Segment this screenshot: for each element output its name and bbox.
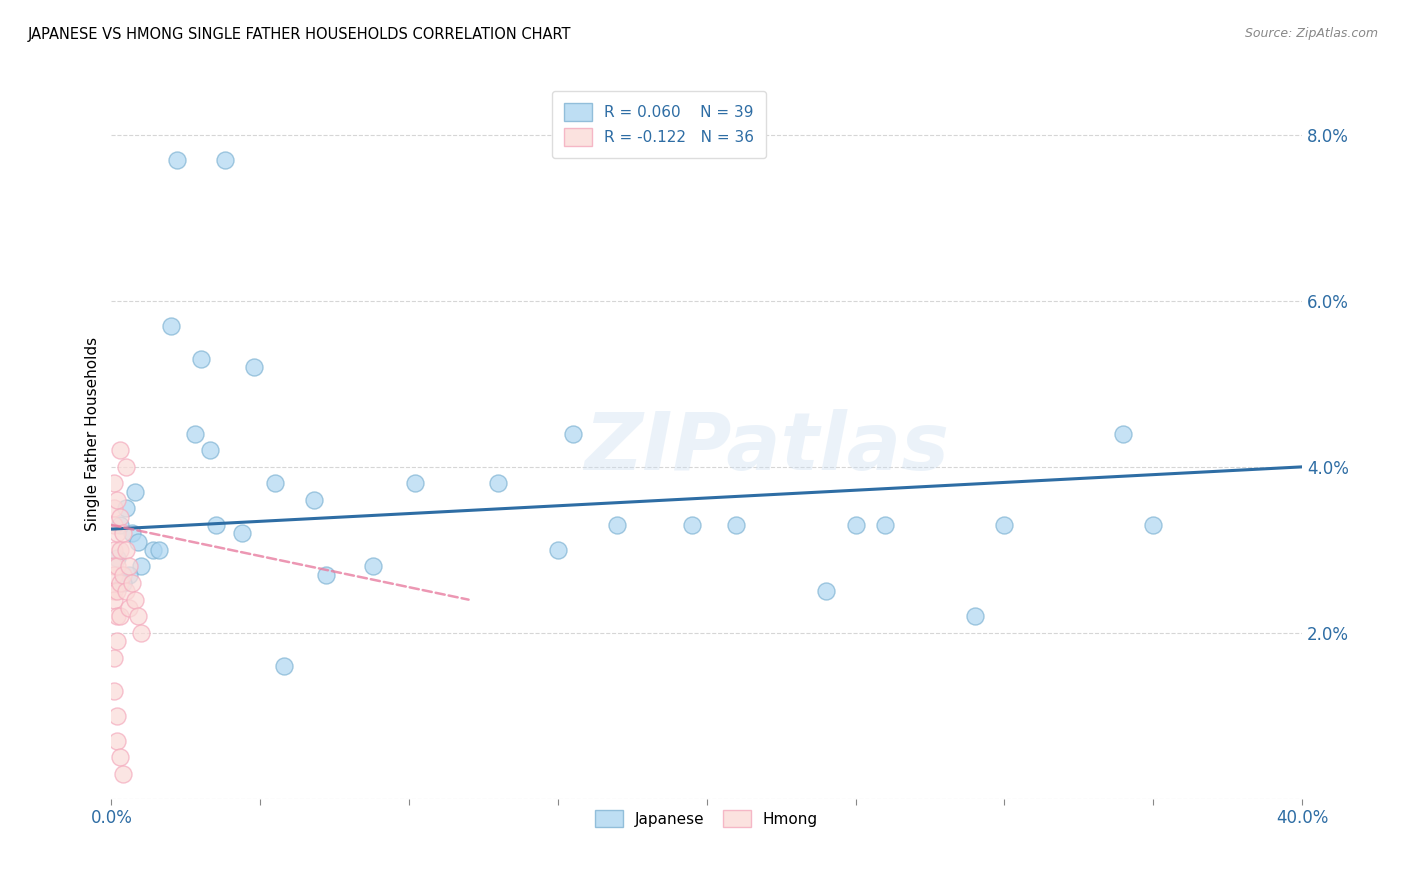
Point [105,634,128,648]
Point [190,351,212,366]
Point [110,443,132,458]
Point [110,509,132,524]
Point [110,750,132,764]
Text: ZIPatlas: ZIPatlas [583,409,949,487]
Point [243,360,266,375]
Point [121,576,143,591]
Point [204,518,226,533]
Point [103,559,125,574]
Point [124,592,146,607]
Point [124,484,146,499]
Point [103,567,125,582]
Point [105,526,128,541]
Point [105,733,128,747]
Point [1112,426,1135,441]
Point [142,542,165,557]
Point [103,592,125,607]
Point [110,609,132,624]
Point [127,609,149,624]
Point [112,526,135,541]
Point [105,709,128,723]
Point [103,542,125,557]
Point [160,318,183,333]
Point [115,459,138,474]
Point [115,542,138,557]
Y-axis label: Single Father Households: Single Father Households [86,336,100,531]
Point [105,584,128,599]
Point [166,153,188,167]
Point [214,153,236,167]
Point [302,493,325,508]
Point [112,576,135,591]
Point [184,426,207,441]
Point [963,609,986,624]
Point [315,567,337,582]
Point [844,518,866,533]
Point [105,559,128,574]
Point [112,567,135,582]
Point [103,501,125,516]
Point [110,518,132,533]
Point [115,584,138,599]
Point [118,559,141,574]
Text: Source: ZipAtlas.com: Source: ZipAtlas.com [1244,27,1378,40]
Point [110,542,132,557]
Point [148,542,170,557]
Point [103,584,125,599]
Point [105,609,128,624]
Point [103,518,125,533]
Point [875,518,897,533]
Point [129,559,152,574]
Point [725,518,748,533]
Point [103,650,125,665]
Point [1142,518,1164,533]
Point [486,476,509,491]
Point [404,476,426,491]
Point [103,476,125,491]
Point [105,551,128,566]
Point [127,534,149,549]
Point [264,476,287,491]
Point [118,567,141,582]
Point [363,559,385,574]
Point [110,576,132,591]
Point [273,659,295,673]
Point [993,518,1015,533]
Point [112,767,135,781]
Point [121,526,143,541]
Point [814,584,837,599]
Point [561,426,583,441]
Point [115,501,138,516]
Point [681,518,703,533]
Point [118,601,141,615]
Point [103,684,125,698]
Point [606,518,628,533]
Point [129,625,152,640]
Legend: Japanese, Hmong: Japanese, Hmong [588,802,825,835]
Point [547,542,569,557]
Point [231,526,253,541]
Text: JAPANESE VS HMONG SINGLE FATHER HOUSEHOLDS CORRELATION CHART: JAPANESE VS HMONG SINGLE FATHER HOUSEHOL… [28,27,572,42]
Point [105,493,128,508]
Point [198,443,221,458]
